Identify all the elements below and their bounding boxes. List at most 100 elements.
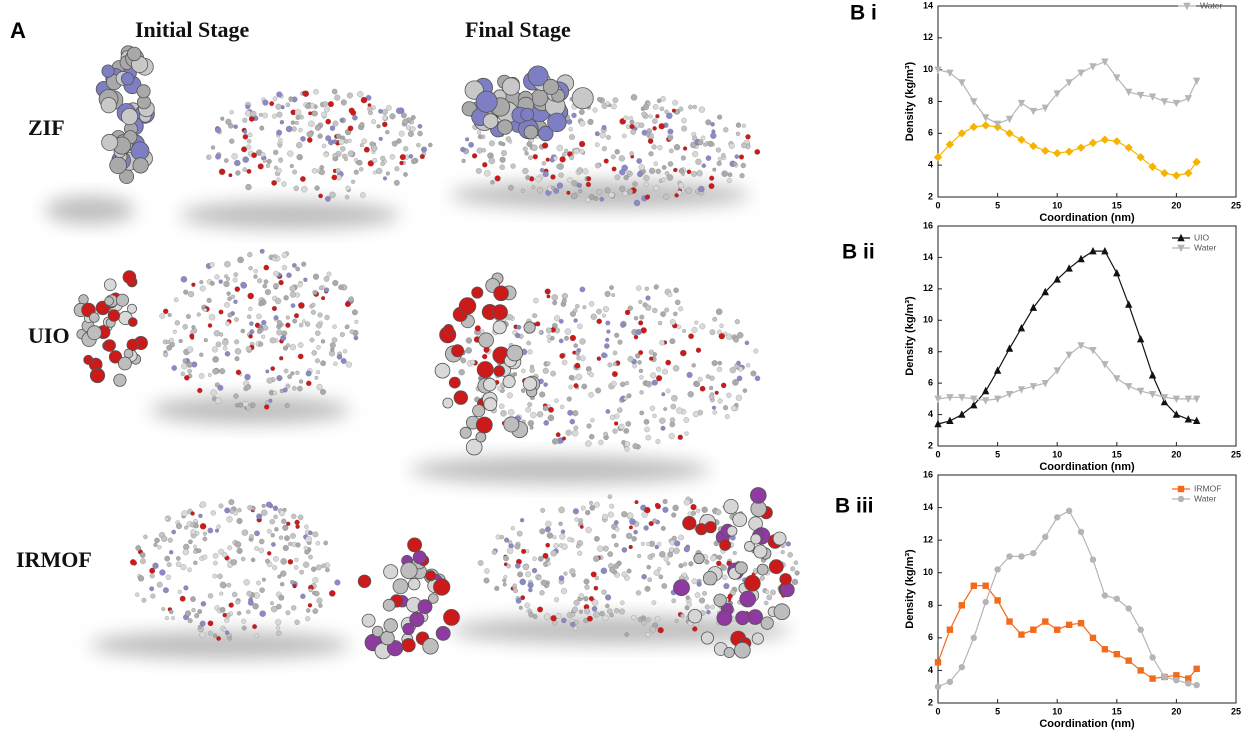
atom	[629, 518, 636, 525]
atom	[331, 174, 338, 181]
atom	[242, 167, 248, 172]
legend-marker	[1177, 233, 1185, 242]
atom	[672, 365, 680, 372]
atom	[603, 431, 608, 437]
atom	[539, 167, 545, 173]
atom	[193, 523, 199, 529]
atom	[617, 407, 623, 413]
atom	[100, 97, 117, 114]
atom	[417, 130, 423, 137]
atom	[179, 595, 186, 602]
atom	[283, 295, 289, 301]
atom	[483, 577, 490, 584]
atom	[661, 392, 666, 397]
atom	[637, 171, 643, 178]
point	[1053, 149, 1062, 158]
atom	[294, 519, 300, 526]
atom	[675, 299, 681, 305]
atom	[577, 182, 582, 188]
atom	[101, 133, 119, 151]
atom	[691, 363, 696, 368]
atom	[287, 559, 294, 565]
atom	[140, 558, 146, 565]
point	[1101, 646, 1109, 653]
y-tick-label: 4	[928, 665, 933, 675]
point	[1136, 91, 1145, 100]
atom	[249, 534, 254, 539]
atom	[578, 140, 586, 148]
atom	[83, 354, 94, 365]
atom	[607, 494, 613, 499]
atom	[526, 340, 531, 346]
atom	[401, 638, 416, 653]
atom	[558, 575, 565, 581]
atom	[618, 423, 625, 430]
atom	[372, 625, 384, 638]
point	[1160, 397, 1169, 406]
atom	[329, 590, 336, 597]
shadow	[45, 196, 135, 224]
atom	[494, 585, 500, 591]
atom	[624, 441, 631, 448]
atom	[756, 563, 769, 576]
atom	[619, 118, 626, 125]
atom	[525, 406, 532, 413]
atom	[579, 148, 585, 154]
atom	[665, 388, 671, 394]
atom	[259, 587, 265, 593]
atom	[266, 501, 273, 508]
atom	[574, 620, 579, 625]
atom	[185, 314, 191, 319]
atom	[499, 156, 506, 163]
atom	[402, 622, 415, 636]
atom	[345, 361, 352, 368]
atom	[787, 552, 793, 558]
atom	[465, 137, 470, 142]
atom	[265, 369, 270, 374]
atom	[520, 107, 534, 122]
atom	[543, 78, 560, 95]
atom	[323, 540, 329, 546]
point	[1017, 135, 1026, 144]
atom	[681, 125, 687, 132]
point	[1053, 367, 1061, 375]
atom	[503, 555, 510, 562]
atom	[596, 318, 602, 324]
atom	[250, 110, 257, 118]
atom	[508, 184, 514, 191]
atom	[644, 426, 650, 433]
atom	[578, 593, 585, 599]
atom	[561, 617, 567, 624]
atom	[716, 560, 722, 567]
atom	[593, 585, 599, 591]
atom	[772, 531, 787, 546]
atom	[193, 549, 198, 554]
atom	[577, 550, 583, 556]
atom	[325, 196, 331, 202]
atom	[199, 352, 204, 357]
atom	[306, 380, 312, 386]
atom	[736, 360, 741, 366]
atom	[289, 164, 294, 169]
atom	[259, 610, 266, 617]
atom	[791, 578, 799, 586]
atom	[555, 612, 562, 619]
atom	[585, 509, 591, 516]
atom	[667, 128, 674, 135]
atom	[533, 297, 539, 304]
atom	[584, 608, 591, 615]
atom	[593, 611, 600, 618]
atom	[282, 524, 289, 531]
atom	[215, 528, 220, 533]
point	[1041, 379, 1049, 388]
atom	[570, 612, 576, 617]
point	[1137, 626, 1144, 633]
atom	[269, 519, 275, 525]
atom	[474, 325, 481, 332]
atom	[520, 188, 525, 193]
atom	[216, 636, 221, 641]
atom	[316, 370, 321, 375]
atom	[670, 403, 677, 410]
atom	[662, 499, 668, 505]
atom	[638, 299, 643, 304]
